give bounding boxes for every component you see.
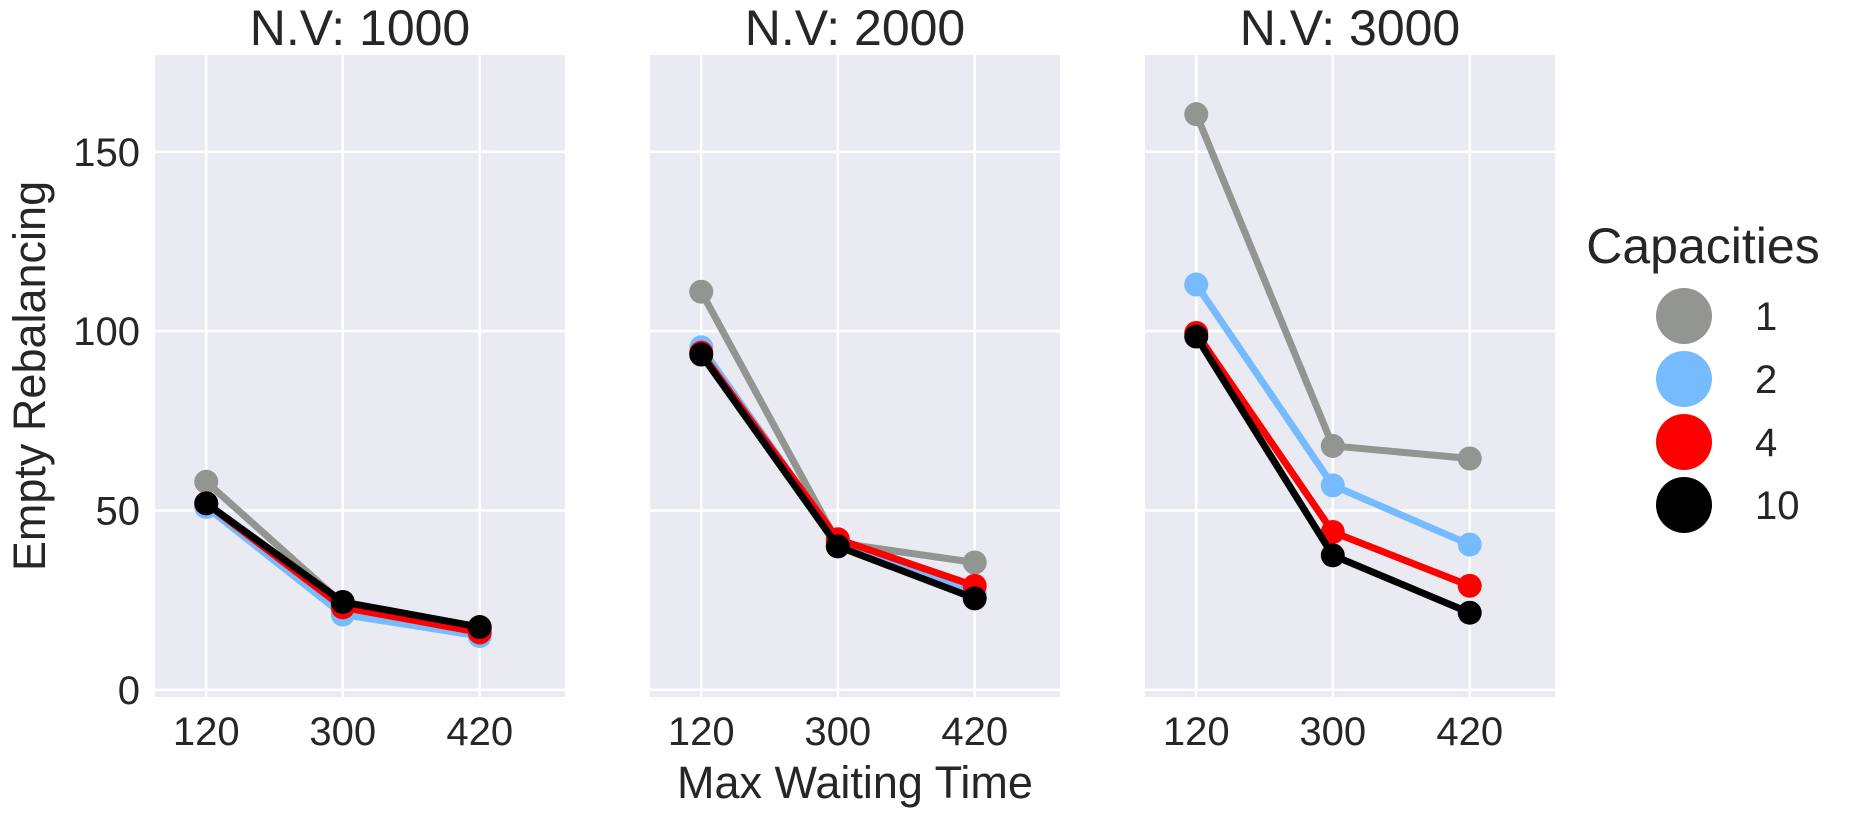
data-point <box>330 589 355 614</box>
x-tick-label: 420 <box>446 710 513 754</box>
x-tick-label: 120 <box>668 710 735 754</box>
legend-entry-4: 4 <box>1656 414 1777 470</box>
legend: Capacities 1 2 4 10 <box>1586 218 1820 533</box>
data-point <box>962 550 987 575</box>
legend-entry-2: 2 <box>1656 351 1777 407</box>
x-tick-label: 120 <box>1163 710 1230 754</box>
series-10 <box>1184 324 1482 625</box>
data-point <box>1457 573 1482 598</box>
data-point <box>1320 473 1345 498</box>
legend-label: 4 <box>1755 421 1777 465</box>
data-point <box>1457 532 1482 557</box>
y-tick-label: 100 <box>73 310 140 354</box>
data-point <box>1184 272 1209 297</box>
legend-label: 10 <box>1755 484 1800 528</box>
data-point <box>1457 446 1482 471</box>
x-tick-label: 420 <box>941 710 1008 754</box>
legend-marker <box>1656 477 1712 533</box>
legend-marker <box>1656 414 1712 470</box>
legend-label: 1 <box>1755 295 1777 339</box>
x-tick-label: 300 <box>1299 710 1366 754</box>
y-tick-label: 50 <box>96 489 141 533</box>
data-point <box>194 491 219 516</box>
data-point <box>689 279 714 304</box>
panel-title: N.V: 1000 <box>250 0 471 56</box>
x-axis-label: Max Waiting Time <box>677 757 1033 808</box>
legend-entry-1: 1 <box>1656 288 1777 344</box>
data-point <box>962 586 987 611</box>
data-point <box>1457 600 1482 625</box>
y-tick-label: 150 <box>73 131 140 175</box>
panel-1: N.V: 1000 120 300 420 <box>155 0 565 754</box>
series-2 <box>1184 272 1482 557</box>
data-point <box>1320 520 1345 545</box>
panel-title: N.V: 2000 <box>745 0 966 56</box>
x-tick-label: 120 <box>173 710 240 754</box>
legend-entry-10: 10 <box>1656 477 1800 533</box>
legend-marker <box>1656 351 1712 407</box>
panel-3: N.V: 3000 120 300 420 <box>1145 0 1555 754</box>
series-10 <box>689 342 987 611</box>
x-tick-label: 420 <box>1436 710 1503 754</box>
data-point <box>467 615 492 640</box>
series-10 <box>194 491 492 640</box>
y-tick-label: 0 <box>118 669 140 713</box>
chart-labels: Empty Rebalancing Max Waiting Time 0 50 10… <box>4 131 1033 808</box>
panel-2: N.V: 2000 120 300 420 <box>650 0 1060 754</box>
legend-label: 2 <box>1755 358 1777 402</box>
data-point <box>1320 433 1345 458</box>
legend-title: Capacities <box>1586 218 1819 274</box>
data-point <box>689 342 714 367</box>
data-point <box>825 534 850 559</box>
data-point <box>1320 543 1345 568</box>
panel-title: N.V: 3000 <box>1240 0 1461 56</box>
data-point <box>194 469 219 494</box>
series-1 <box>1184 102 1482 471</box>
x-tick-label: 300 <box>804 710 871 754</box>
data-point <box>1184 324 1209 349</box>
x-tick-label: 300 <box>309 710 376 754</box>
data-point <box>1184 102 1209 127</box>
legend-marker <box>1656 288 1712 344</box>
y-axis-label: Empty Rebalancing <box>4 181 55 571</box>
plot-background <box>155 55 565 697</box>
